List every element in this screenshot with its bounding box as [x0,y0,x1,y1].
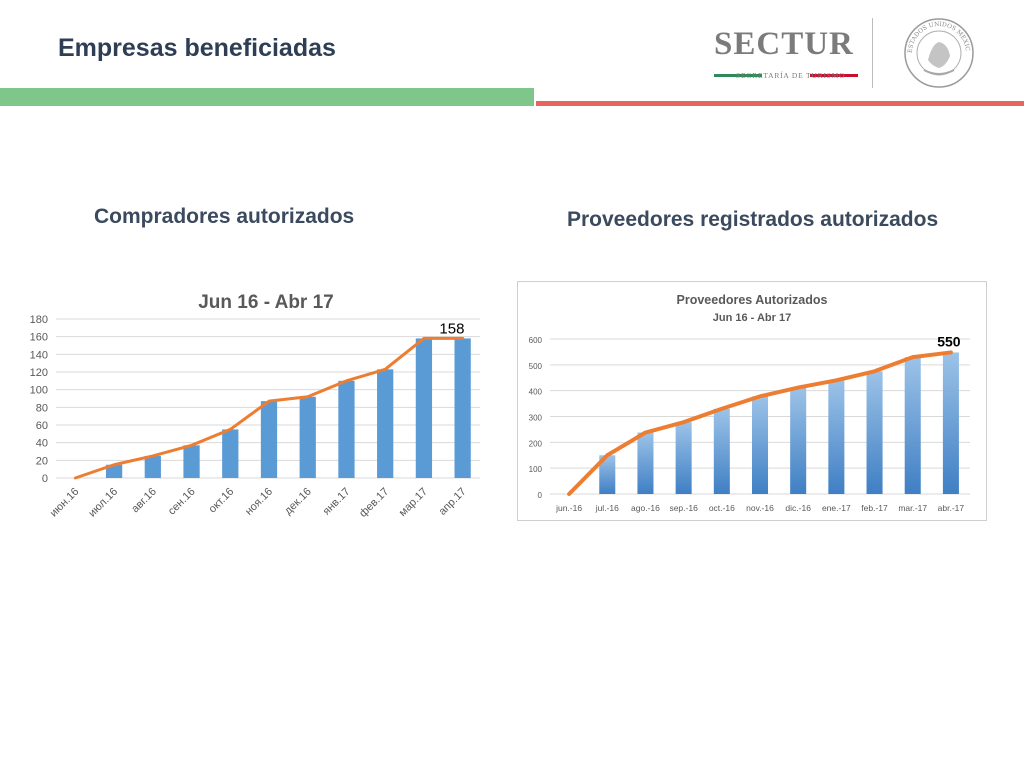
bar [828,380,845,494]
chart-title: Proveedores Autorizados [677,293,828,307]
x-tick-label: abr.-17 [938,503,965,513]
x-tick-label: dic.-16 [785,503,811,513]
bar [454,338,471,478]
y-tick-label: 20 [36,455,48,467]
proveedores-chart-frame: Proveedores Autorizados Jun 16 - Abr 17 0 1… [517,281,987,521]
x-tick-label: jun.-16 [555,503,582,513]
bar [637,432,654,494]
y-tick-label: 120 [30,367,48,379]
y-tick-label: 600 [529,336,543,345]
data-label: 158 [439,320,464,337]
bar [751,396,769,494]
bar [415,338,433,478]
bar [377,369,394,478]
x-tick-label: фев.17 [357,486,391,520]
y-tick-label: 500 [529,362,543,371]
x-tick-label: мар.17 [397,486,430,519]
y-tick-label: 180 [30,314,48,326]
sectur-logo-subtext: SECRETARÍA DE TURISMO [736,71,846,80]
bar [260,401,278,478]
bar [299,396,316,478]
y-tick-label: 60 [36,420,48,432]
bar [183,445,200,478]
y-tick-label: 160 [30,332,48,344]
bar [790,387,807,494]
x-tick-label: дек.16 [282,486,314,518]
x-tick-label: oct.-16 [709,503,735,513]
section-title-proveedores: Proveedores registrados autorizados [567,208,939,231]
y-tick-label: 300 [529,414,543,423]
y-tick-label: 0 [42,473,48,485]
x-tick-label: сен.16 [166,486,198,518]
sectur-logo: SECTUR SECRETARÍA DE TURISMO ESTADOS UNI… [700,14,1000,94]
logo-divider [872,18,873,88]
chart-title: Jun 16 - Abr 17 [198,292,334,313]
bar [222,429,239,478]
series-line [567,350,953,496]
section-title-compradores: Compradores autorizados [94,205,355,228]
x-tick-label: ноя.16 [243,486,275,518]
y-tick-label: 80 [36,402,48,414]
bar [942,352,959,494]
data-label: 550 [937,333,961,349]
national-seal-icon: ESTADOS UNIDOS MEXICANOS [902,16,974,88]
flag-stripe [714,64,858,77]
bar [105,464,123,478]
y-tick-label: 200 [529,439,543,448]
bar [599,455,616,494]
bar [675,422,692,494]
page-title: Empresas beneficiadas [58,34,336,62]
y-tick-label: 400 [529,388,543,397]
header-red-stripe [536,101,1024,106]
x-tick-label: ago.-16 [631,503,660,513]
y-tick-label: 140 [30,349,48,361]
bar [904,357,921,494]
x-tick-label: авг.16 [129,486,159,516]
bar [144,455,161,478]
bar [713,408,730,494]
x-tick-label: jul.-16 [595,503,619,513]
header-green-stripe [0,88,534,106]
x-tick-label: sep.-16 [669,503,698,513]
bar [338,380,355,478]
x-tick-label: янв.17 [321,486,353,518]
x-tick-label: feb.-17 [861,503,888,513]
chart-subtitle: Jun 16 - Abr 17 [713,312,791,324]
proveedores-chart: Proveedores Autorizados Jun 16 - Abr 17 0 1… [529,293,970,513]
x-tick-label: апр.17 [437,486,469,518]
y-tick-label: 100 [529,465,543,474]
x-tick-label: ene.-17 [822,503,851,513]
bar [866,371,883,494]
x-tick-label: июн.16 [48,486,82,520]
sectur-logo-text: SECTUR [714,26,854,62]
y-tick-label: 100 [30,385,48,397]
y-tick-label: 0 [538,491,543,500]
x-tick-label: nov.-16 [746,503,774,513]
series-line [73,336,465,480]
x-tick-label: июл.16 [86,486,120,520]
y-tick-label: 40 [36,438,48,450]
x-tick-label: окт.16 [207,486,237,516]
x-tick-label: mar.-17 [898,503,927,513]
compradores-chart: Jun 16 - Abr 17 0 20 40 60 80 100 120 140 160 180 и… [30,292,480,520]
